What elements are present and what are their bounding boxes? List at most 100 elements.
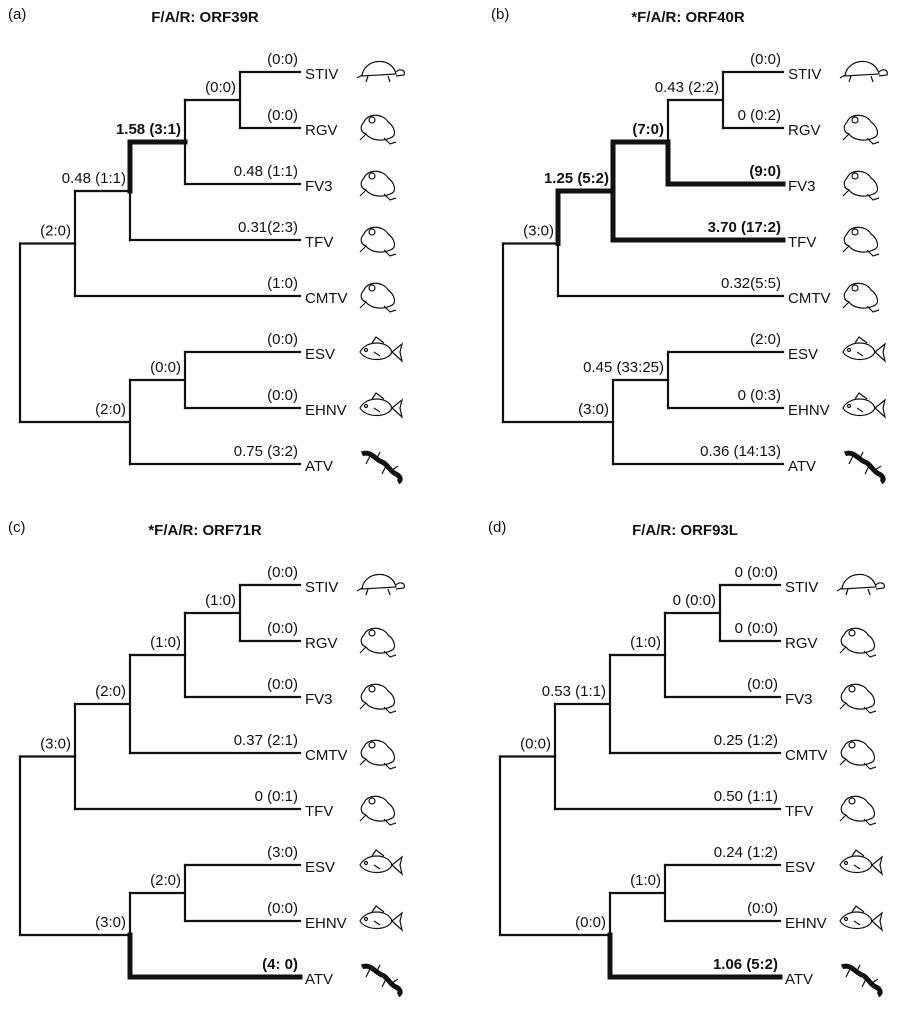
eye bbox=[369, 630, 375, 636]
panel-title: *F/A/R: ORF71R bbox=[148, 522, 262, 539]
icon-fish bbox=[360, 850, 402, 874]
icon-turtle bbox=[840, 61, 887, 82]
leaf-label: RGV bbox=[305, 122, 338, 139]
eye bbox=[365, 862, 368, 865]
icon-frog bbox=[840, 796, 876, 825]
eye bbox=[849, 686, 855, 692]
eye bbox=[852, 229, 858, 235]
icon-fish bbox=[360, 393, 402, 417]
eye bbox=[369, 229, 375, 235]
icon-frog bbox=[360, 628, 396, 657]
icon-frog bbox=[360, 740, 396, 769]
fin bbox=[852, 850, 864, 869]
branch-label: (9:0) bbox=[749, 163, 781, 180]
legs bbox=[843, 246, 879, 256]
head bbox=[396, 70, 404, 76]
branch-label: 0 (0:0) bbox=[735, 564, 778, 581]
icon-fish bbox=[840, 906, 882, 930]
branch-label: 0.25 (1:2) bbox=[714, 732, 778, 749]
branch-label: (0:0) bbox=[750, 51, 781, 68]
branch-label: 0.48 (1:1) bbox=[234, 163, 298, 180]
leaf-label: EHNV bbox=[785, 915, 827, 932]
legs bbox=[360, 190, 396, 200]
branch-label: 0.37 (2:1) bbox=[234, 732, 298, 749]
branch-label: 0 (0:0) bbox=[735, 620, 778, 637]
icon-frog bbox=[360, 227, 396, 256]
leaf-label: ATV bbox=[305, 971, 333, 988]
branch-label: 1.25 (5:2) bbox=[544, 170, 609, 187]
eye bbox=[369, 742, 375, 748]
icon-fish bbox=[843, 393, 885, 417]
tail bbox=[392, 344, 402, 361]
branch-label: 0.53 (1:1) bbox=[542, 683, 606, 700]
branch-label: 0.48 (1:1) bbox=[62, 170, 126, 187]
branch-label: (2:0) bbox=[95, 401, 126, 418]
branch-label: 0 (0:0) bbox=[673, 592, 716, 609]
fin bbox=[372, 393, 384, 412]
branch-label: (0:0) bbox=[150, 359, 181, 376]
legs bbox=[360, 134, 396, 144]
body bbox=[841, 628, 874, 653]
icon-fish bbox=[840, 850, 882, 874]
branch-label: 0.36 (14:13) bbox=[700, 443, 781, 460]
leaf-label: FV3 bbox=[305, 691, 333, 708]
leaf-label: EHNV bbox=[305, 402, 347, 419]
eye bbox=[369, 173, 375, 179]
branch-label: 0 (0:3) bbox=[738, 387, 781, 404]
page: {"panels": [ {"letter": "(a)", "title": … bbox=[0, 0, 909, 1015]
body bbox=[361, 227, 394, 252]
leaf-label: ESV bbox=[788, 346, 818, 363]
icon-turtle bbox=[357, 574, 404, 595]
legs bbox=[840, 815, 876, 825]
branch-label: (3:0) bbox=[40, 735, 71, 752]
eye bbox=[369, 117, 375, 123]
shell bbox=[845, 61, 879, 76]
eye bbox=[845, 918, 848, 921]
leaf-label: ESV bbox=[305, 346, 335, 363]
body bbox=[361, 628, 394, 653]
leaf-label: RGV bbox=[788, 122, 821, 139]
body bbox=[845, 453, 883, 482]
shell bbox=[842, 574, 876, 589]
icon-sal bbox=[845, 452, 883, 482]
body bbox=[362, 966, 400, 995]
fin bbox=[852, 906, 864, 925]
branch-label: 0 (0:1) bbox=[255, 788, 298, 805]
fin bbox=[372, 337, 384, 356]
branch-label: (1:0) bbox=[630, 634, 661, 651]
eye bbox=[365, 405, 368, 408]
leaf-label: STIV bbox=[785, 579, 818, 596]
panel-title: F/A/R: ORF93L bbox=[632, 522, 738, 539]
icon-turtle bbox=[837, 574, 884, 595]
leaf-label: EHNV bbox=[305, 915, 347, 932]
leaf-label: ATV bbox=[305, 458, 333, 475]
branch-label: (7:0) bbox=[632, 121, 664, 138]
icon-frog bbox=[360, 171, 396, 200]
body bbox=[361, 115, 394, 140]
tail bbox=[392, 913, 402, 930]
body bbox=[361, 796, 394, 821]
branch-label: 0.31(2:3) bbox=[238, 219, 298, 236]
eye bbox=[848, 405, 851, 408]
leaf-label: TFV bbox=[305, 234, 333, 251]
body bbox=[841, 796, 874, 821]
body bbox=[841, 684, 874, 709]
leaf-label: ATV bbox=[788, 458, 816, 475]
body bbox=[842, 966, 880, 995]
icon-turtle bbox=[357, 61, 404, 82]
icon-fish bbox=[843, 337, 885, 361]
branch-label: (0:0) bbox=[267, 676, 298, 693]
leaf-label: CMTV bbox=[785, 747, 828, 764]
branch-label: (0:0) bbox=[267, 564, 298, 581]
legs bbox=[360, 815, 396, 825]
branch-label: (1:0) bbox=[150, 634, 181, 651]
head bbox=[879, 70, 887, 76]
legs bbox=[360, 647, 396, 657]
branch-label: 3.70 (17:2) bbox=[708, 219, 781, 236]
leaf-label: ESV bbox=[785, 859, 815, 876]
legs bbox=[840, 647, 876, 657]
fin bbox=[855, 393, 867, 412]
icon-frog bbox=[360, 115, 396, 144]
icon-fish bbox=[360, 906, 402, 930]
branch-label: 1.06 (5:2) bbox=[713, 956, 778, 973]
